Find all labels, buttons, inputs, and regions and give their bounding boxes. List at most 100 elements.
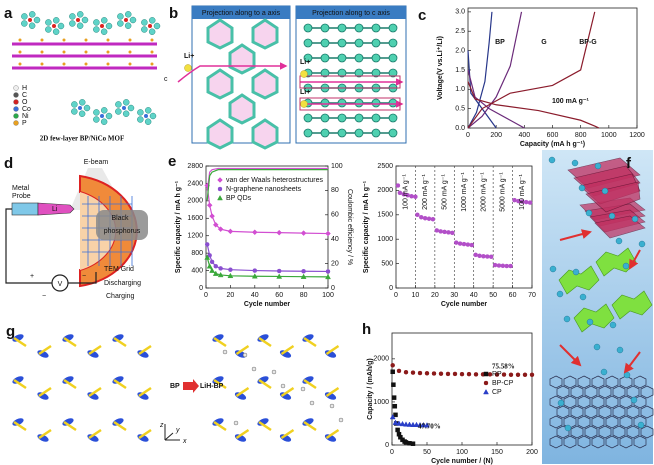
atom: [21, 20, 28, 27]
graphene-hex: [584, 385, 598, 399]
bond: [235, 428, 250, 440]
data-point: [396, 368, 402, 374]
x-tick-label: 600: [547, 132, 559, 139]
bond: [38, 344, 52, 356]
data-point: [410, 441, 416, 446]
y-tick-label: 1600: [187, 215, 203, 222]
data-point: [459, 371, 465, 377]
legend-dot: [13, 92, 19, 98]
atom: [78, 110, 86, 117]
atom: [106, 62, 110, 66]
data-point: [393, 412, 398, 418]
atom: [150, 38, 154, 42]
channel: [299, 97, 401, 111]
graphene-hex: [549, 435, 563, 449]
atom: [354, 98, 364, 108]
y-tick-label: 2.5: [455, 28, 465, 35]
graphene-hex: [591, 375, 605, 389]
data-point: [481, 254, 486, 259]
data-point: [494, 372, 500, 377]
annotation: 200 mA g⁻¹: [422, 174, 429, 210]
ion: [563, 315, 571, 323]
bond: [258, 378, 272, 390]
atom: [320, 23, 330, 33]
data-point: [496, 263, 502, 268]
atom: [81, 16, 89, 24]
data-point: [227, 228, 234, 235]
data-point: [500, 263, 506, 269]
ion-path: [177, 62, 288, 83]
y2-tick-label: 40: [331, 236, 339, 243]
ion: [616, 346, 624, 354]
bond: [280, 344, 295, 356]
data-point: [457, 241, 463, 246]
atom: [117, 20, 124, 27]
atom: [53, 17, 60, 24]
data-point: [415, 212, 420, 218]
bond: [213, 378, 227, 390]
atom: [84, 38, 88, 42]
atom: [40, 50, 44, 54]
data-point: [227, 272, 234, 279]
graphene-hex: [556, 405, 570, 419]
sample: [96, 210, 148, 240]
annotation: 500 mA g⁻¹: [441, 174, 448, 210]
y-tick-label: 1500: [377, 212, 393, 219]
data-point: [391, 382, 396, 387]
atom: [76, 18, 80, 22]
atom: [123, 99, 130, 106]
data-point: [410, 370, 416, 375]
data-point: [483, 371, 489, 377]
data-point: [212, 270, 219, 276]
label: BP: [170, 383, 180, 390]
legend-label: RP: [492, 371, 502, 378]
ion-label: Li: [52, 206, 58, 213]
li-atom: [329, 403, 335, 409]
atom: [371, 23, 381, 33]
data-point: [403, 421, 409, 427]
graphene-hex: [640, 425, 654, 439]
y-tick-label: 800: [191, 250, 203, 257]
data-point: [391, 395, 397, 400]
series-line: [206, 185, 329, 235]
graphene-hex: [577, 415, 591, 429]
ion: [637, 421, 645, 429]
bond: [13, 378, 27, 390]
atom: [337, 53, 347, 63]
data-point: [392, 419, 399, 425]
li-atom: [222, 349, 228, 355]
atom: [371, 113, 381, 123]
x-tick-label: 80: [300, 292, 308, 299]
atom: [106, 38, 110, 42]
atom: [52, 28, 60, 35]
graphene-hex: [591, 415, 605, 429]
legend-dot: [13, 106, 19, 112]
y-tick-label: 0: [389, 285, 393, 292]
bond: [88, 344, 102, 356]
data-point: [422, 215, 428, 221]
legend-label: N-graphene nanosheets: [226, 186, 302, 193]
graphene-hex: [563, 375, 577, 389]
y-tick-label: 2800: [187, 163, 203, 170]
bond: [138, 428, 152, 440]
ion: [623, 371, 631, 379]
projection-header: [192, 6, 290, 19]
atom: [33, 16, 41, 24]
data-point: [445, 371, 451, 377]
atom: [84, 50, 88, 54]
arrow: [629, 249, 641, 270]
lattice-cell: [206, 68, 234, 100]
panel-label: c: [418, 7, 426, 24]
ion: [586, 318, 594, 326]
data-point: [218, 266, 223, 271]
atom: [320, 128, 330, 138]
data-point: [395, 427, 400, 433]
bond: [235, 344, 250, 356]
li-atom: [242, 352, 248, 358]
atom: [40, 38, 44, 42]
data-point: [522, 372, 528, 378]
data-point: [209, 259, 215, 265]
graphene-hex: [598, 405, 612, 419]
bond: [113, 420, 127, 432]
